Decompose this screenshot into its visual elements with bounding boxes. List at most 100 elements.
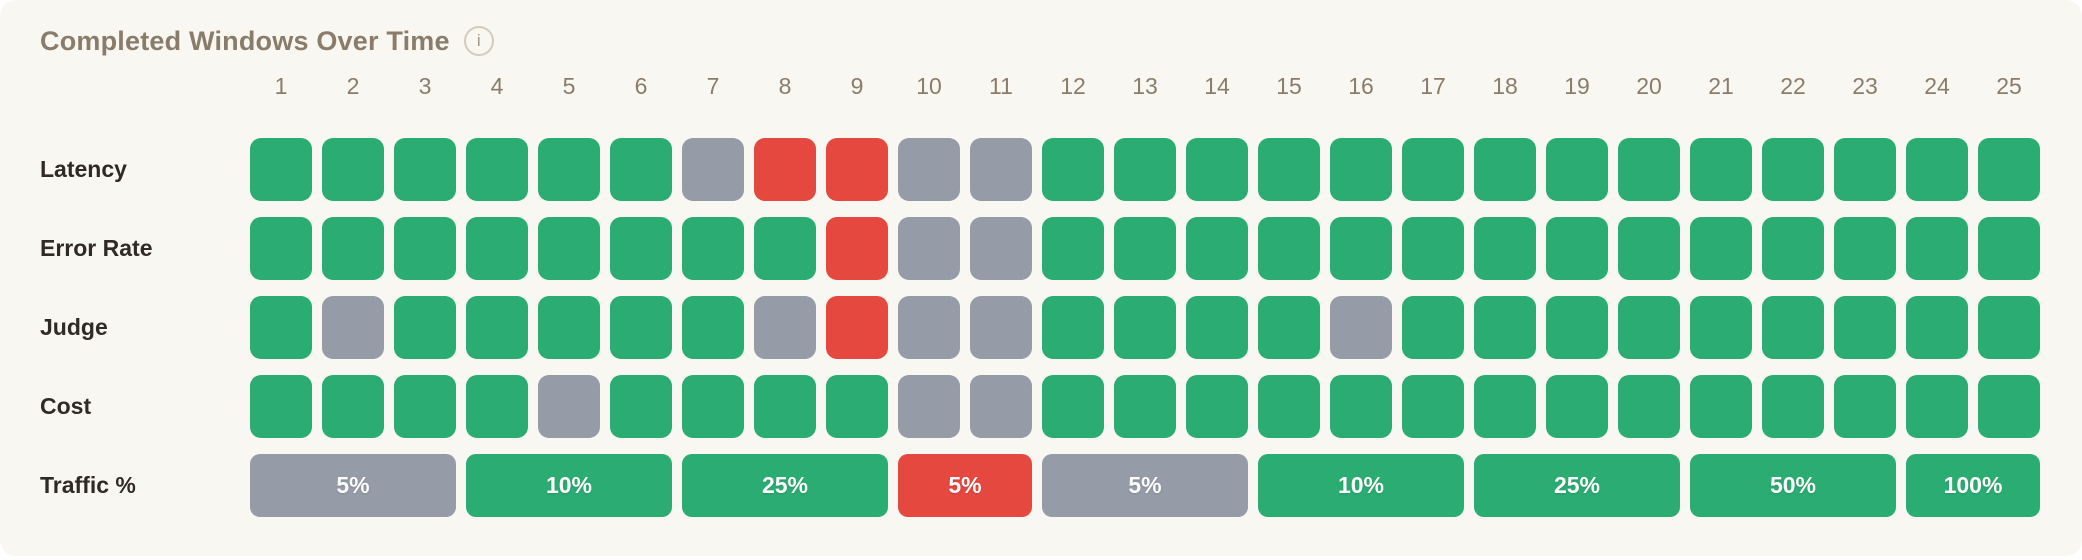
window-cell[interactable] bbox=[898, 296, 960, 359]
window-cell[interactable] bbox=[1906, 217, 1968, 280]
window-cell[interactable] bbox=[826, 217, 888, 280]
window-cell[interactable] bbox=[466, 375, 528, 438]
window-cell[interactable] bbox=[1042, 296, 1104, 359]
window-cell[interactable] bbox=[1330, 138, 1392, 201]
window-cell[interactable] bbox=[1978, 217, 2040, 280]
window-cell[interactable] bbox=[1114, 375, 1176, 438]
window-cell[interactable] bbox=[1114, 296, 1176, 359]
window-cell[interactable] bbox=[682, 138, 744, 201]
traffic-segment[interactable]: 5% bbox=[898, 454, 1032, 517]
window-cell[interactable] bbox=[1042, 138, 1104, 201]
window-cell[interactable] bbox=[970, 138, 1032, 201]
window-cell[interactable] bbox=[538, 375, 600, 438]
window-cell[interactable] bbox=[250, 217, 312, 280]
window-cell[interactable] bbox=[1258, 217, 1320, 280]
window-cell[interactable] bbox=[250, 375, 312, 438]
window-cell[interactable] bbox=[1762, 296, 1824, 359]
window-cell[interactable] bbox=[682, 217, 744, 280]
window-cell[interactable] bbox=[1690, 375, 1752, 438]
window-cell[interactable] bbox=[466, 217, 528, 280]
window-cell[interactable] bbox=[1690, 138, 1752, 201]
window-cell[interactable] bbox=[1906, 296, 1968, 359]
window-cell[interactable] bbox=[1978, 296, 2040, 359]
window-cell[interactable] bbox=[970, 217, 1032, 280]
window-cell[interactable] bbox=[1546, 375, 1608, 438]
window-cell[interactable] bbox=[754, 375, 816, 438]
window-cell[interactable] bbox=[682, 296, 744, 359]
window-cell[interactable] bbox=[1186, 296, 1248, 359]
window-cell[interactable] bbox=[898, 375, 960, 438]
window-cell[interactable] bbox=[1618, 138, 1680, 201]
window-cell[interactable] bbox=[322, 217, 384, 280]
window-cell[interactable] bbox=[1474, 375, 1536, 438]
traffic-segment[interactable]: 10% bbox=[466, 454, 672, 517]
window-cell[interactable] bbox=[1834, 296, 1896, 359]
window-cell[interactable] bbox=[1474, 138, 1536, 201]
window-cell[interactable] bbox=[394, 138, 456, 201]
window-cell[interactable] bbox=[1258, 375, 1320, 438]
window-cell[interactable] bbox=[538, 138, 600, 201]
window-cell[interactable] bbox=[1258, 138, 1320, 201]
window-cell[interactable] bbox=[1114, 217, 1176, 280]
window-cell[interactable] bbox=[1546, 296, 1608, 359]
window-cell[interactable] bbox=[754, 217, 816, 280]
window-cell[interactable] bbox=[1474, 217, 1536, 280]
window-cell[interactable] bbox=[970, 296, 1032, 359]
window-cell[interactable] bbox=[538, 217, 600, 280]
window-cell[interactable] bbox=[1402, 296, 1464, 359]
window-cell[interactable] bbox=[1114, 138, 1176, 201]
window-cell[interactable] bbox=[466, 138, 528, 201]
window-cell[interactable] bbox=[970, 375, 1032, 438]
window-cell[interactable] bbox=[1402, 375, 1464, 438]
window-cell[interactable] bbox=[610, 375, 672, 438]
window-cell[interactable] bbox=[610, 217, 672, 280]
window-cell[interactable] bbox=[1402, 217, 1464, 280]
window-cell[interactable] bbox=[1330, 296, 1392, 359]
window-cell[interactable] bbox=[394, 375, 456, 438]
traffic-segment[interactable]: 25% bbox=[682, 454, 888, 517]
window-cell[interactable] bbox=[610, 138, 672, 201]
window-cell[interactable] bbox=[1330, 217, 1392, 280]
window-cell[interactable] bbox=[1762, 217, 1824, 280]
window-cell[interactable] bbox=[898, 138, 960, 201]
window-cell[interactable] bbox=[1978, 138, 2040, 201]
traffic-segment[interactable]: 5% bbox=[250, 454, 456, 517]
window-cell[interactable] bbox=[538, 296, 600, 359]
window-cell[interactable] bbox=[1186, 138, 1248, 201]
window-cell[interactable] bbox=[610, 296, 672, 359]
window-cell[interactable] bbox=[898, 217, 960, 280]
window-cell[interactable] bbox=[1546, 217, 1608, 280]
window-cell[interactable] bbox=[1042, 375, 1104, 438]
traffic-segment[interactable]: 100% bbox=[1906, 454, 2040, 517]
window-cell[interactable] bbox=[1042, 217, 1104, 280]
window-cell[interactable] bbox=[826, 375, 888, 438]
traffic-segment[interactable]: 5% bbox=[1042, 454, 1248, 517]
window-cell[interactable] bbox=[1474, 296, 1536, 359]
window-cell[interactable] bbox=[322, 138, 384, 201]
window-cell[interactable] bbox=[1834, 217, 1896, 280]
window-cell[interactable] bbox=[1906, 138, 1968, 201]
window-cell[interactable] bbox=[1618, 296, 1680, 359]
window-cell[interactable] bbox=[322, 375, 384, 438]
window-cell[interactable] bbox=[394, 217, 456, 280]
window-cell[interactable] bbox=[322, 296, 384, 359]
window-cell[interactable] bbox=[250, 296, 312, 359]
window-cell[interactable] bbox=[1618, 217, 1680, 280]
window-cell[interactable] bbox=[1186, 217, 1248, 280]
window-cell[interactable] bbox=[1690, 217, 1752, 280]
window-cell[interactable] bbox=[1330, 375, 1392, 438]
window-cell[interactable] bbox=[826, 138, 888, 201]
window-cell[interactable] bbox=[394, 296, 456, 359]
window-cell[interactable] bbox=[754, 138, 816, 201]
window-cell[interactable] bbox=[250, 138, 312, 201]
window-cell[interactable] bbox=[1186, 375, 1248, 438]
window-cell[interactable] bbox=[682, 375, 744, 438]
window-cell[interactable] bbox=[754, 296, 816, 359]
traffic-segment[interactable]: 50% bbox=[1690, 454, 1896, 517]
window-cell[interactable] bbox=[1762, 138, 1824, 201]
window-cell[interactable] bbox=[1402, 138, 1464, 201]
info-icon[interactable]: i bbox=[463, 26, 494, 56]
window-cell[interactable] bbox=[1258, 296, 1320, 359]
window-cell[interactable] bbox=[1834, 138, 1896, 201]
window-cell[interactable] bbox=[1690, 296, 1752, 359]
